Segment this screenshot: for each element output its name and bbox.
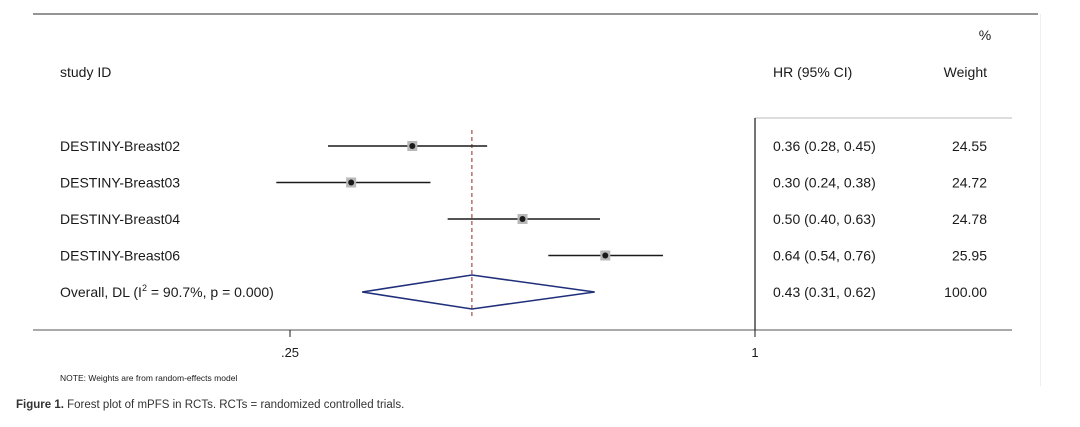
header-hr-ci: HR (95% CI) xyxy=(773,64,852,80)
figure-caption: Figure 1. Forest plot of mPFS in RCTs. R… xyxy=(16,399,404,411)
hr-ci-value: 0.64 (0.54, 0.76) xyxy=(773,248,876,264)
point-estimate xyxy=(409,143,416,149)
weight-value: 24.55 xyxy=(952,138,987,154)
study-label: DESTINY-Breast06 xyxy=(60,248,180,264)
header-weight: Weight xyxy=(944,64,987,80)
plot-marks: DESTINY-Breast02 0.36 (0.28, 0.45) 24.55 DE… xyxy=(60,118,987,360)
panel-edge xyxy=(1040,14,1041,386)
weight-value: 25.95 xyxy=(952,248,987,264)
overall-label: Overall, DL (I2 = 90.7%, p = 0.000) xyxy=(60,283,274,300)
weight-value: 24.78 xyxy=(952,211,987,227)
study-label: DESTINY-Breast02 xyxy=(60,138,180,154)
point-estimate xyxy=(602,252,609,259)
caption-label: Figure 1. xyxy=(16,399,64,411)
overall-diamond xyxy=(362,274,595,310)
overall-weight-value: 100.00 xyxy=(944,284,987,300)
point-estimate xyxy=(348,179,355,186)
forest-plot: % study ID HR (95% CI) Weight DESTINY-Br… xyxy=(33,13,1038,383)
point-estimate xyxy=(519,216,526,222)
hr-ci-value: 0.36 (0.28, 0.45) xyxy=(773,138,876,154)
hr-ci-value: 0.50 (0.40, 0.63) xyxy=(773,211,876,227)
header-weight-percent: % xyxy=(979,27,991,43)
caption-text: Forest plot of mPFS in RCTs. RCTs = rand… xyxy=(63,399,405,411)
x-tick-label: 1 xyxy=(751,345,758,360)
study-label: DESTINY-Breast03 xyxy=(60,175,180,191)
weights-note: NOTE: Weights are from random-effects mo… xyxy=(60,373,237,383)
header-study-id: study ID xyxy=(60,64,111,80)
hr-ci-value: 0.30 (0.24, 0.38) xyxy=(773,175,876,191)
study-label: DESTINY-Breast04 xyxy=(60,211,180,227)
x-tick-label: .25 xyxy=(281,345,299,360)
overall-hr-ci-value: 0.43 (0.31, 0.62) xyxy=(773,284,876,300)
weight-value: 24.72 xyxy=(952,175,987,191)
